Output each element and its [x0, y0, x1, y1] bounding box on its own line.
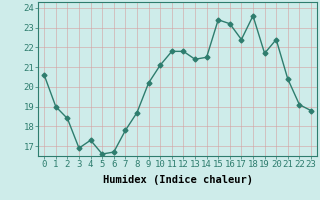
- X-axis label: Humidex (Indice chaleur): Humidex (Indice chaleur): [103, 175, 252, 185]
